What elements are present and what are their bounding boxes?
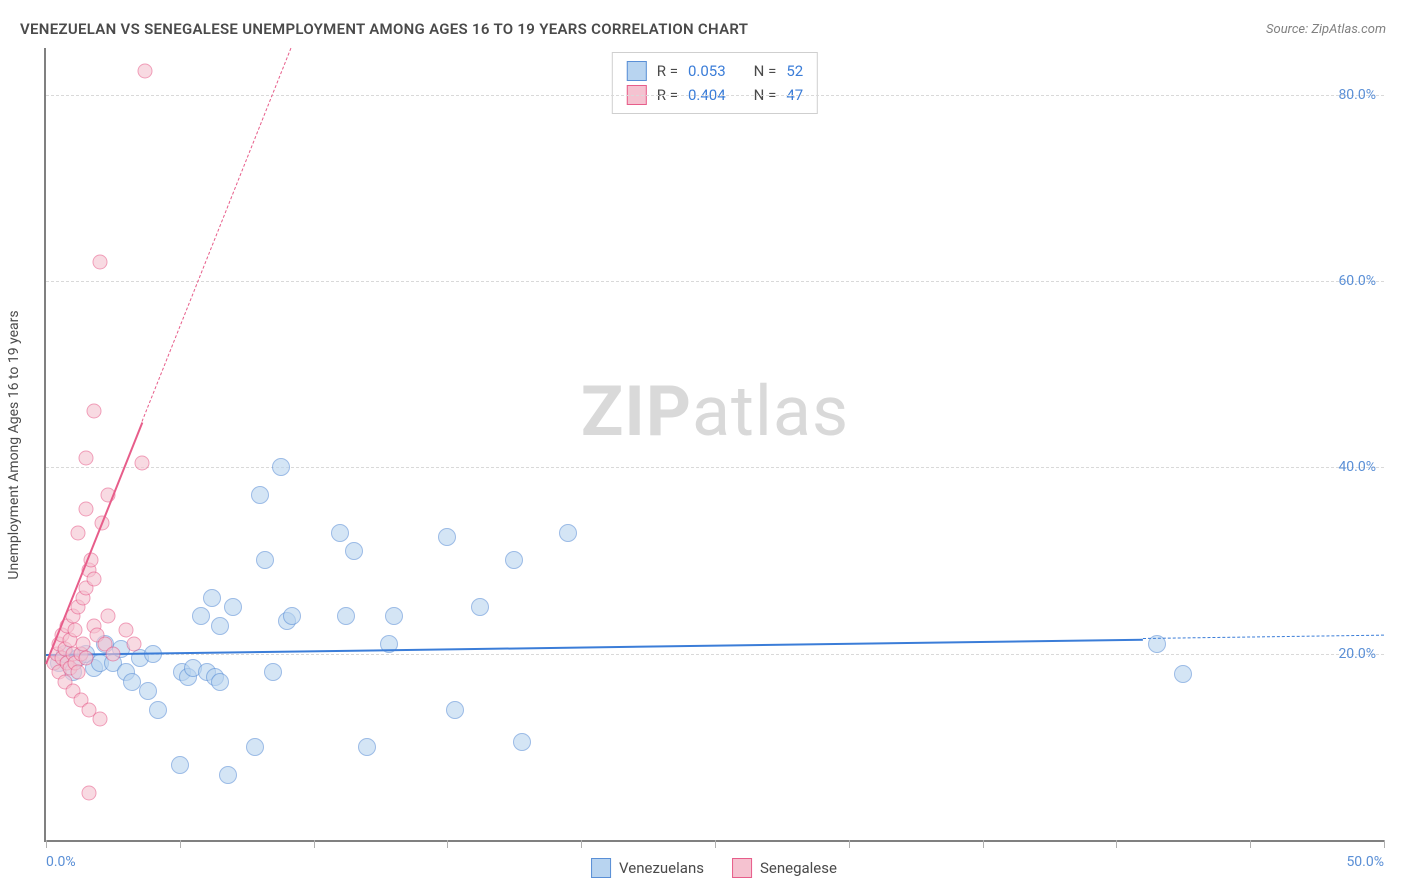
chart-title: VENEZUELAN VS SENEGALESE UNEMPLOYMENT AM… bbox=[20, 20, 748, 38]
x-tick bbox=[715, 840, 716, 848]
data-point-venezuelans bbox=[211, 673, 229, 691]
stat-legend: R =0.053N =52R =0.404N =47 bbox=[612, 52, 818, 114]
x-tick bbox=[314, 840, 315, 848]
data-point-senegalese bbox=[138, 64, 153, 79]
legend-swatch bbox=[627, 61, 647, 81]
watermark: ZIPatlas bbox=[581, 371, 849, 453]
stat-n-value: 52 bbox=[786, 59, 803, 83]
data-point-senegalese bbox=[92, 711, 107, 726]
series-legend-item: Senegalese bbox=[732, 858, 837, 878]
data-point-senegalese bbox=[79, 651, 94, 666]
data-point-venezuelans bbox=[171, 756, 189, 774]
x-tick bbox=[46, 840, 47, 848]
data-point-senegalese bbox=[100, 609, 115, 624]
data-point-venezuelans bbox=[358, 738, 376, 756]
source-name: ZipAtlas.com bbox=[1311, 22, 1386, 37]
stat-r-value: 0.053 bbox=[688, 59, 726, 83]
data-point-venezuelans bbox=[192, 607, 210, 625]
trend-line bbox=[1143, 635, 1384, 639]
trend-line bbox=[142, 48, 292, 422]
stat-r-label: R = bbox=[657, 59, 678, 83]
x-tick bbox=[1384, 840, 1385, 848]
data-point-senegalese bbox=[71, 665, 86, 680]
data-point-venezuelans bbox=[149, 701, 167, 719]
data-point-venezuelans bbox=[272, 458, 290, 476]
data-point-venezuelans bbox=[438, 528, 456, 546]
series-label: Venezuelans bbox=[619, 859, 704, 877]
data-point-venezuelans bbox=[331, 524, 349, 542]
legend-swatch bbox=[591, 858, 611, 878]
x-tick bbox=[447, 840, 448, 848]
data-point-venezuelans bbox=[337, 607, 355, 625]
data-point-venezuelans bbox=[203, 589, 221, 607]
data-point-venezuelans bbox=[283, 607, 301, 625]
gridline bbox=[46, 281, 1384, 282]
data-point-senegalese bbox=[79, 450, 94, 465]
x-tick bbox=[581, 840, 582, 848]
y-tick-label: 60.0% bbox=[1338, 273, 1376, 289]
plot-area: ZIPatlas R =0.053N =52R =0.404N =47 20.0… bbox=[44, 48, 1384, 842]
x-tick bbox=[180, 840, 181, 848]
data-point-venezuelans bbox=[471, 598, 489, 616]
data-point-senegalese bbox=[71, 525, 86, 540]
data-point-venezuelans bbox=[264, 663, 282, 681]
watermark-bold: ZIP bbox=[581, 371, 692, 453]
y-tick-label: 80.0% bbox=[1338, 87, 1376, 103]
chart-header: VENEZUELAN VS SENEGALESE UNEMPLOYMENT AM… bbox=[20, 14, 1386, 44]
gridline bbox=[46, 467, 1384, 468]
data-point-senegalese bbox=[92, 255, 107, 270]
data-point-senegalese bbox=[87, 404, 102, 419]
data-point-senegalese bbox=[127, 637, 142, 652]
data-point-senegalese bbox=[119, 623, 134, 638]
y-tick-label: 20.0% bbox=[1338, 646, 1376, 662]
data-point-venezuelans bbox=[505, 551, 523, 569]
data-point-venezuelans bbox=[224, 598, 242, 616]
data-point-venezuelans bbox=[559, 524, 577, 542]
x-tick-label: 50.0% bbox=[1346, 854, 1384, 870]
stat-legend-row: R = 0.053 N = 52 bbox=[627, 59, 803, 83]
source-prefix: Source: bbox=[1266, 22, 1311, 37]
x-tick bbox=[1116, 840, 1117, 848]
data-point-senegalese bbox=[81, 786, 96, 801]
x-tick bbox=[849, 840, 850, 848]
data-point-senegalese bbox=[68, 623, 83, 638]
stat-n-label: N = bbox=[754, 59, 777, 83]
data-point-senegalese bbox=[87, 572, 102, 587]
legend-swatch bbox=[732, 858, 752, 878]
watermark-light: atlas bbox=[692, 371, 849, 453]
data-point-venezuelans bbox=[256, 551, 274, 569]
data-point-venezuelans bbox=[1174, 665, 1192, 683]
data-point-senegalese bbox=[76, 637, 91, 652]
x-tick bbox=[1250, 840, 1251, 848]
x-tick bbox=[983, 840, 984, 848]
gridline bbox=[46, 95, 1384, 96]
data-point-venezuelans bbox=[446, 701, 464, 719]
source-attribution: Source: ZipAtlas.com bbox=[1266, 22, 1386, 37]
data-point-venezuelans bbox=[219, 766, 237, 784]
y-axis-title: Unemployment Among Ages 16 to 19 years bbox=[6, 310, 22, 579]
data-point-venezuelans bbox=[211, 617, 229, 635]
y-tick-label: 40.0% bbox=[1338, 459, 1376, 475]
plot-container: Unemployment Among Ages 16 to 19 years Z… bbox=[44, 48, 1384, 842]
series-legend: Venezuelans Senegalese bbox=[591, 858, 837, 878]
data-point-venezuelans bbox=[139, 682, 157, 700]
series-legend-item: Venezuelans bbox=[591, 858, 704, 878]
data-point-senegalese bbox=[105, 646, 120, 661]
data-point-senegalese bbox=[135, 455, 150, 470]
gridline bbox=[46, 654, 1384, 655]
data-point-venezuelans bbox=[345, 542, 363, 560]
data-point-venezuelans bbox=[251, 486, 269, 504]
data-point-venezuelans bbox=[513, 733, 531, 751]
data-point-senegalese bbox=[79, 502, 94, 517]
x-tick-label: 0.0% bbox=[46, 854, 76, 870]
data-point-venezuelans bbox=[385, 607, 403, 625]
series-label: Senegalese bbox=[760, 859, 837, 877]
data-point-venezuelans bbox=[246, 738, 264, 756]
